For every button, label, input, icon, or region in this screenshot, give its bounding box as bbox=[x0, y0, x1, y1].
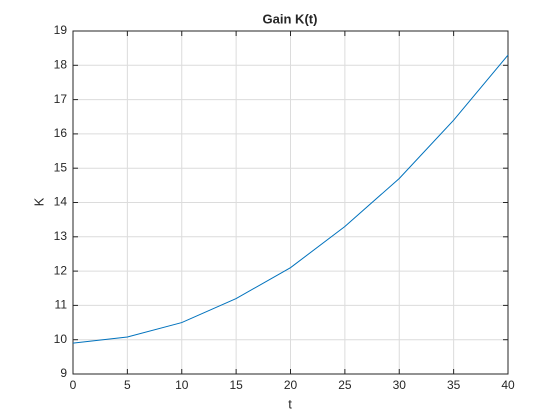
y-tick-label: 10 bbox=[54, 332, 68, 346]
y-tick-label: 9 bbox=[60, 366, 67, 380]
x-tick-label: 0 bbox=[70, 378, 77, 392]
x-tick-label: 35 bbox=[447, 378, 461, 392]
x-axis-label: t bbox=[288, 396, 292, 411]
y-tick-label: 14 bbox=[54, 195, 68, 209]
y-tick-label: 12 bbox=[54, 263, 68, 277]
x-tick-label: 25 bbox=[338, 378, 352, 392]
y-tick-label: 18 bbox=[54, 57, 68, 71]
x-tick-label: 15 bbox=[229, 378, 243, 392]
y-tick-label: 19 bbox=[54, 23, 68, 37]
x-tick-label: 40 bbox=[501, 378, 515, 392]
y-tick-label: 17 bbox=[54, 92, 68, 106]
x-tick-label: 30 bbox=[393, 378, 407, 392]
y-tick-label: 15 bbox=[54, 160, 68, 174]
x-tick-label: 20 bbox=[284, 378, 298, 392]
plot-frame bbox=[72, 30, 509, 375]
y-axis-label: K bbox=[31, 197, 46, 206]
y-tick-label: 16 bbox=[54, 126, 68, 140]
x-tick-label: 10 bbox=[175, 378, 189, 392]
y-tick-label: 13 bbox=[54, 229, 68, 243]
x-tick-label: 5 bbox=[124, 378, 131, 392]
chart-title: Gain K(t) bbox=[263, 11, 318, 26]
y-tick-label: 11 bbox=[55, 298, 68, 312]
data-line bbox=[72, 54, 509, 344]
